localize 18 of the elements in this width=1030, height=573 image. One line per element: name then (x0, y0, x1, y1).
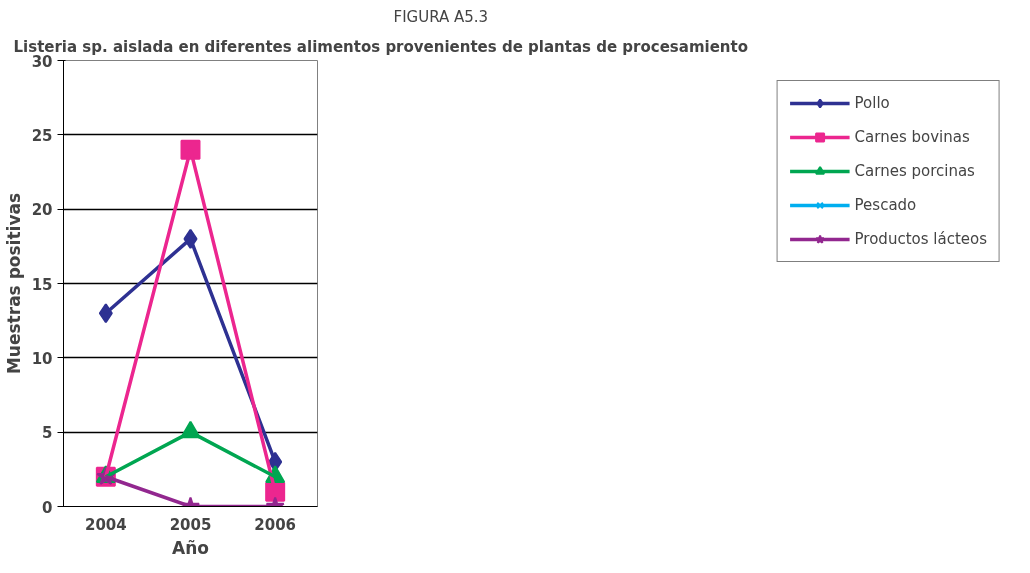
point (98, 303, 113, 324)
legend-label: Carnes porcinas (854, 162, 975, 180)
y-tick-label: 10 (31, 349, 53, 368)
x-axis-title: Año (172, 537, 209, 558)
text: FIGURA A5.3 (393, 7, 489, 26)
x-tick-label: 2006 (254, 515, 297, 534)
legend-label: Carnes bovinas (854, 128, 970, 146)
x-tick-label: 2005 (169, 515, 212, 534)
y-tick-label: 25 (31, 126, 53, 145)
x-tick-label: 2004 (84, 515, 127, 534)
y-axis-title: Muestras positivas (3, 192, 24, 375)
y-tick-label: 20 (31, 201, 53, 220)
legend-label: Pescado (854, 196, 917, 214)
legend-label: Pollo (854, 94, 890, 112)
y-tick-label: 0 (42, 498, 53, 517)
y-tick-label: 15 (31, 275, 53, 294)
y-tick-label: 5 (42, 424, 53, 443)
legend-label: Productos lácteos (854, 230, 987, 248)
